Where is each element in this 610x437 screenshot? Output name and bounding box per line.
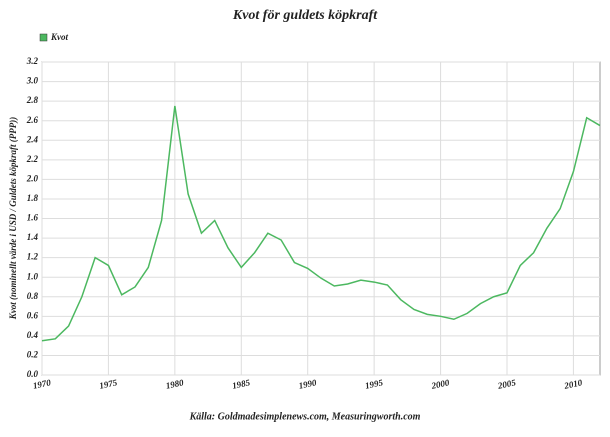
y-tick-label: 1.0	[27, 271, 39, 281]
x-tick-label: 1975	[98, 377, 118, 391]
y-tick-label: 2.2	[26, 154, 39, 164]
y-tick-label: 0.0	[27, 369, 39, 379]
x-tick-label: 1990	[298, 377, 318, 391]
x-tick-label: 1985	[231, 377, 251, 391]
y-tick-label: 1.6	[27, 213, 39, 223]
chart-title: Kvot för guldets köpkraft	[232, 8, 378, 23]
x-tick-label: 2010	[562, 377, 583, 391]
y-tick-label: 2.0	[26, 173, 39, 183]
y-tick-label: 3.2	[26, 56, 39, 66]
y-tick-label: 2.8	[26, 95, 39, 105]
legend-swatch	[39, 33, 48, 42]
x-tick-label: 1995	[364, 377, 384, 391]
y-tick-label: 1.4	[27, 232, 39, 242]
y-tick-label: 2.6	[26, 115, 39, 125]
y-tick-label: 1.2	[27, 252, 39, 262]
data-line	[41, 105, 601, 342]
x-tick-label: 2000	[430, 377, 451, 391]
y-tick-label: 0.2	[27, 350, 39, 360]
y-tick-label: 1.8	[27, 193, 39, 203]
x-tick-label: 2005	[496, 377, 517, 391]
x-tick-label: 1970	[32, 377, 52, 391]
y-axis-label: Kvot (nominellt värde i USD / Guldets kö…	[8, 117, 18, 321]
legend-label: Kvot	[50, 32, 68, 42]
y-tick-label: 3.0	[26, 76, 39, 86]
y-tick-label: 0.4	[27, 330, 39, 340]
y-tick-label: 0.6	[27, 310, 39, 320]
y-tick-label: 2.4	[26, 134, 39, 144]
y-tick-label: 0.8	[27, 291, 39, 301]
x-tick-label: 1980	[165, 377, 185, 391]
source-note: Källa: Goldmadesimplenews.com, Measuring…	[189, 411, 421, 422]
